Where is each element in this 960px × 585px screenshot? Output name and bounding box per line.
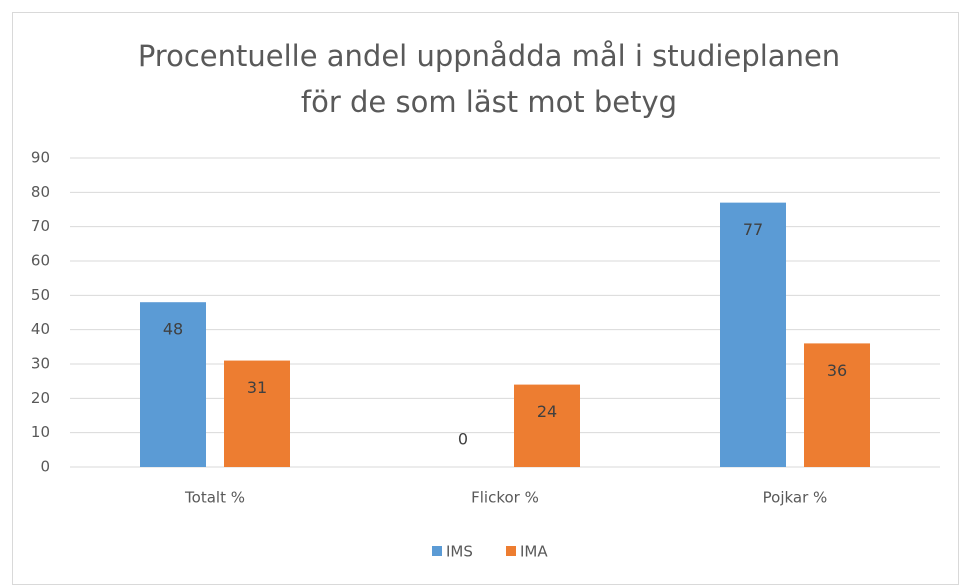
- y-tick-label: 80: [31, 183, 50, 201]
- bar: [224, 360, 290, 467]
- chart-title: för de som läst mot betyg: [301, 85, 677, 119]
- legend-label: IMA: [520, 543, 548, 561]
- chart-title: Procentuelle andel uppnådda mål i studie…: [138, 39, 840, 73]
- x-tick-label: Flickor %: [471, 489, 539, 507]
- data-label: 36: [827, 361, 847, 380]
- data-label: 0: [458, 430, 468, 449]
- data-label: 31: [247, 378, 267, 397]
- chart-frame: [12, 12, 959, 585]
- bar: [804, 343, 870, 467]
- y-tick-label: 40: [31, 320, 50, 338]
- y-tick-label: 0: [40, 458, 50, 476]
- y-tick-label: 70: [31, 217, 50, 235]
- data-label: 48: [163, 320, 183, 339]
- legend-swatch: [506, 546, 516, 556]
- y-tick-label: 20: [31, 389, 50, 407]
- data-label: 77: [743, 220, 763, 239]
- data-label: 24: [537, 402, 557, 421]
- x-tick-label: Pojkar %: [763, 489, 828, 507]
- x-tick-label: Totalt %: [184, 489, 245, 507]
- y-tick-label: 50: [31, 286, 50, 304]
- bar: [514, 384, 580, 467]
- y-tick-label: 10: [31, 423, 50, 441]
- y-tick-label: 90: [31, 149, 50, 167]
- y-tick-label: 30: [31, 355, 50, 373]
- legend-label: IMS: [446, 543, 473, 561]
- legend-swatch: [432, 546, 442, 556]
- bar: [720, 202, 786, 467]
- bar: [140, 302, 206, 467]
- y-tick-label: 60: [31, 252, 50, 270]
